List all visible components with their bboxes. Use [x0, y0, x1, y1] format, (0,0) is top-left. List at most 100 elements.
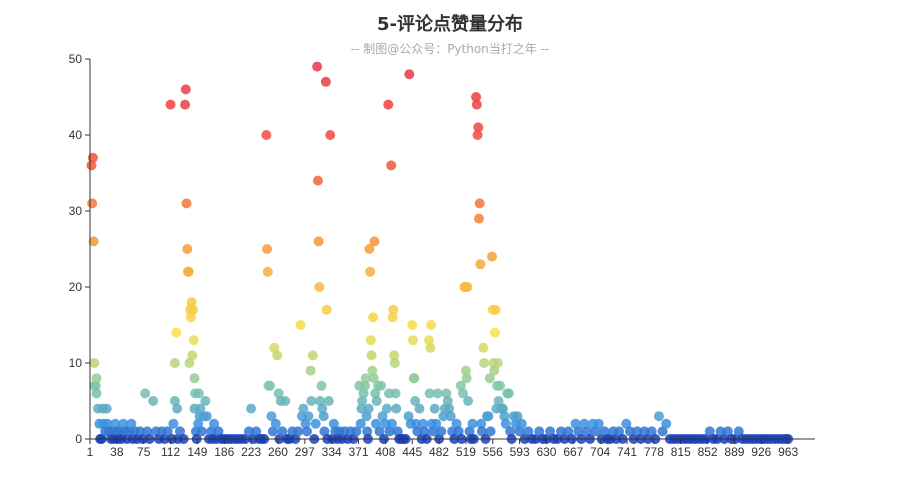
- data-point[interactable]: [91, 373, 102, 384]
- data-point[interactable]: [426, 320, 437, 330]
- data-point[interactable]: [403, 411, 414, 422]
- data-point[interactable]: [361, 411, 372, 422]
- data-point[interactable]: [432, 388, 443, 399]
- data-point[interactable]: [497, 403, 508, 414]
- data-point[interactable]: [140, 388, 151, 399]
- data-point[interactable]: [262, 244, 273, 254]
- data-point[interactable]: [298, 403, 309, 414]
- data-point[interactable]: [87, 198, 98, 209]
- data-point[interactable]: [410, 418, 421, 429]
- data-point[interactable]: [86, 160, 97, 171]
- data-point[interactable]: [188, 304, 199, 315]
- data-point[interactable]: [195, 403, 206, 414]
- data-point[interactable]: [390, 388, 401, 399]
- data-point[interactable]: [639, 426, 650, 437]
- data-point[interactable]: [118, 418, 129, 429]
- data-point[interactable]: [300, 418, 311, 429]
- data-point[interactable]: [388, 304, 399, 315]
- data-point[interactable]: [320, 76, 331, 87]
- data-point[interactable]: [315, 396, 326, 406]
- data-point[interactable]: [314, 282, 325, 292]
- data-point[interactable]: [193, 418, 204, 429]
- data-point[interactable]: [261, 130, 272, 140]
- data-point[interactable]: [362, 426, 373, 437]
- data-point[interactable]: [489, 365, 500, 376]
- data-point[interactable]: [431, 418, 442, 429]
- data-point[interactable]: [555, 426, 566, 437]
- data-point[interactable]: [473, 213, 484, 224]
- data-point[interactable]: [475, 259, 486, 270]
- data-point[interactable]: [514, 426, 525, 437]
- data-point[interactable]: [370, 388, 381, 399]
- data-point[interactable]: [126, 418, 137, 429]
- data-point[interactable]: [312, 61, 323, 72]
- data-point[interactable]: [90, 380, 101, 391]
- data-point[interactable]: [355, 418, 366, 429]
- data-point[interactable]: [187, 350, 198, 361]
- data-point[interactable]: [483, 411, 494, 422]
- data-point[interactable]: [516, 418, 527, 429]
- data-point[interactable]: [306, 396, 317, 406]
- data-point[interactable]: [142, 426, 153, 437]
- data-point[interactable]: [363, 403, 374, 414]
- data-point[interactable]: [478, 342, 489, 353]
- data-point[interactable]: [599, 426, 610, 437]
- data-point[interactable]: [495, 380, 506, 391]
- data-point[interactable]: [438, 411, 449, 422]
- data-point[interactable]: [180, 99, 191, 110]
- data-point[interactable]: [384, 426, 395, 437]
- data-point[interactable]: [412, 426, 423, 437]
- data-point[interactable]: [593, 418, 604, 429]
- data-point[interactable]: [389, 350, 400, 361]
- data-point[interactable]: [358, 388, 369, 399]
- data-point[interactable]: [460, 365, 471, 376]
- data-point[interactable]: [269, 342, 280, 353]
- data-point[interactable]: [180, 84, 191, 95]
- data-point[interactable]: [467, 418, 478, 429]
- data-point[interactable]: [392, 426, 403, 437]
- data-point[interactable]: [455, 380, 466, 391]
- data-point[interactable]: [188, 335, 199, 346]
- data-point[interactable]: [368, 373, 379, 384]
- data-point[interactable]: [200, 396, 211, 406]
- data-point[interactable]: [715, 426, 726, 437]
- data-point[interactable]: [201, 411, 212, 422]
- data-point[interactable]: [471, 99, 482, 110]
- data-point[interactable]: [590, 426, 601, 437]
- data-point[interactable]: [582, 426, 593, 437]
- data-point[interactable]: [364, 244, 375, 254]
- data-point[interactable]: [319, 426, 330, 437]
- data-point[interactable]: [193, 388, 204, 399]
- data-point[interactable]: [368, 312, 379, 323]
- data-point[interactable]: [487, 251, 498, 262]
- data-point[interactable]: [189, 373, 200, 384]
- data-point[interactable]: [371, 396, 382, 406]
- data-point[interactable]: [563, 426, 574, 437]
- data-point[interactable]: [418, 418, 429, 429]
- data-point[interactable]: [185, 312, 196, 323]
- data-point[interactable]: [305, 365, 316, 376]
- data-point[interactable]: [360, 380, 371, 391]
- data-point[interactable]: [182, 244, 193, 254]
- data-point[interactable]: [169, 358, 180, 368]
- data-point[interactable]: [270, 418, 281, 429]
- data-point[interactable]: [377, 411, 388, 422]
- data-point[interactable]: [621, 418, 632, 429]
- data-point[interactable]: [273, 388, 284, 399]
- data-point[interactable]: [493, 396, 504, 406]
- data-point[interactable]: [653, 411, 664, 422]
- data-point[interactable]: [181, 198, 192, 209]
- data-point[interactable]: [301, 426, 312, 437]
- data-point[interactable]: [462, 282, 473, 292]
- data-point[interactable]: [476, 418, 487, 429]
- data-point[interactable]: [376, 380, 387, 391]
- data-point[interactable]: [312, 175, 323, 186]
- data-point[interactable]: [168, 418, 179, 429]
- data-point[interactable]: [463, 396, 474, 406]
- data-point[interactable]: [172, 403, 183, 414]
- data-point[interactable]: [165, 99, 176, 110]
- data-point[interactable]: [534, 426, 545, 437]
- data-point[interactable]: [101, 403, 112, 414]
- data-point[interactable]: [310, 418, 321, 429]
- data-point[interactable]: [523, 426, 534, 437]
